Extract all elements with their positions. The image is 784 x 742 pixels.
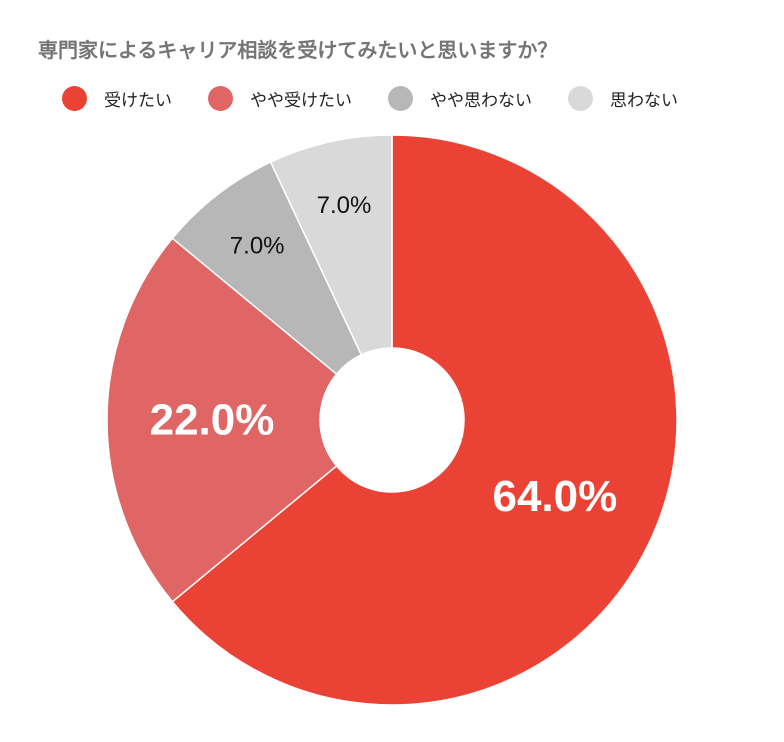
legend-label: やや受けたい (250, 91, 352, 111)
chart-title: 専門家によるキャリア相談を受けてみたいと思いますか？ (38, 38, 558, 62)
pie-slice[interactable] (171, 134, 678, 706)
legend: 受けたい やや受けたい やや思わない 思わない (62, 86, 714, 111)
pie-slice[interactable] (106, 237, 338, 603)
legend-swatch (568, 86, 593, 111)
legend-label: 思わない (610, 91, 678, 111)
legend-item[interactable]: やや受けたい (208, 86, 352, 111)
legend-item[interactable]: 受けたい (62, 86, 172, 111)
legend-swatch (388, 86, 413, 111)
legend-swatch (208, 86, 233, 111)
legend-label: やや思わない (430, 91, 532, 111)
slice-label: 22.0% (150, 396, 275, 445)
pie-slice[interactable] (269, 134, 393, 356)
legend-item[interactable]: やや思わない (388, 86, 532, 111)
legend-item[interactable]: 思わない (568, 86, 678, 111)
legend-label: 受けたい (104, 91, 172, 111)
slice-label: 7.0% (230, 233, 285, 260)
slice-label: 64.0% (492, 472, 617, 521)
slice-label: 7.0% (317, 192, 372, 219)
legend-swatch (62, 86, 87, 111)
